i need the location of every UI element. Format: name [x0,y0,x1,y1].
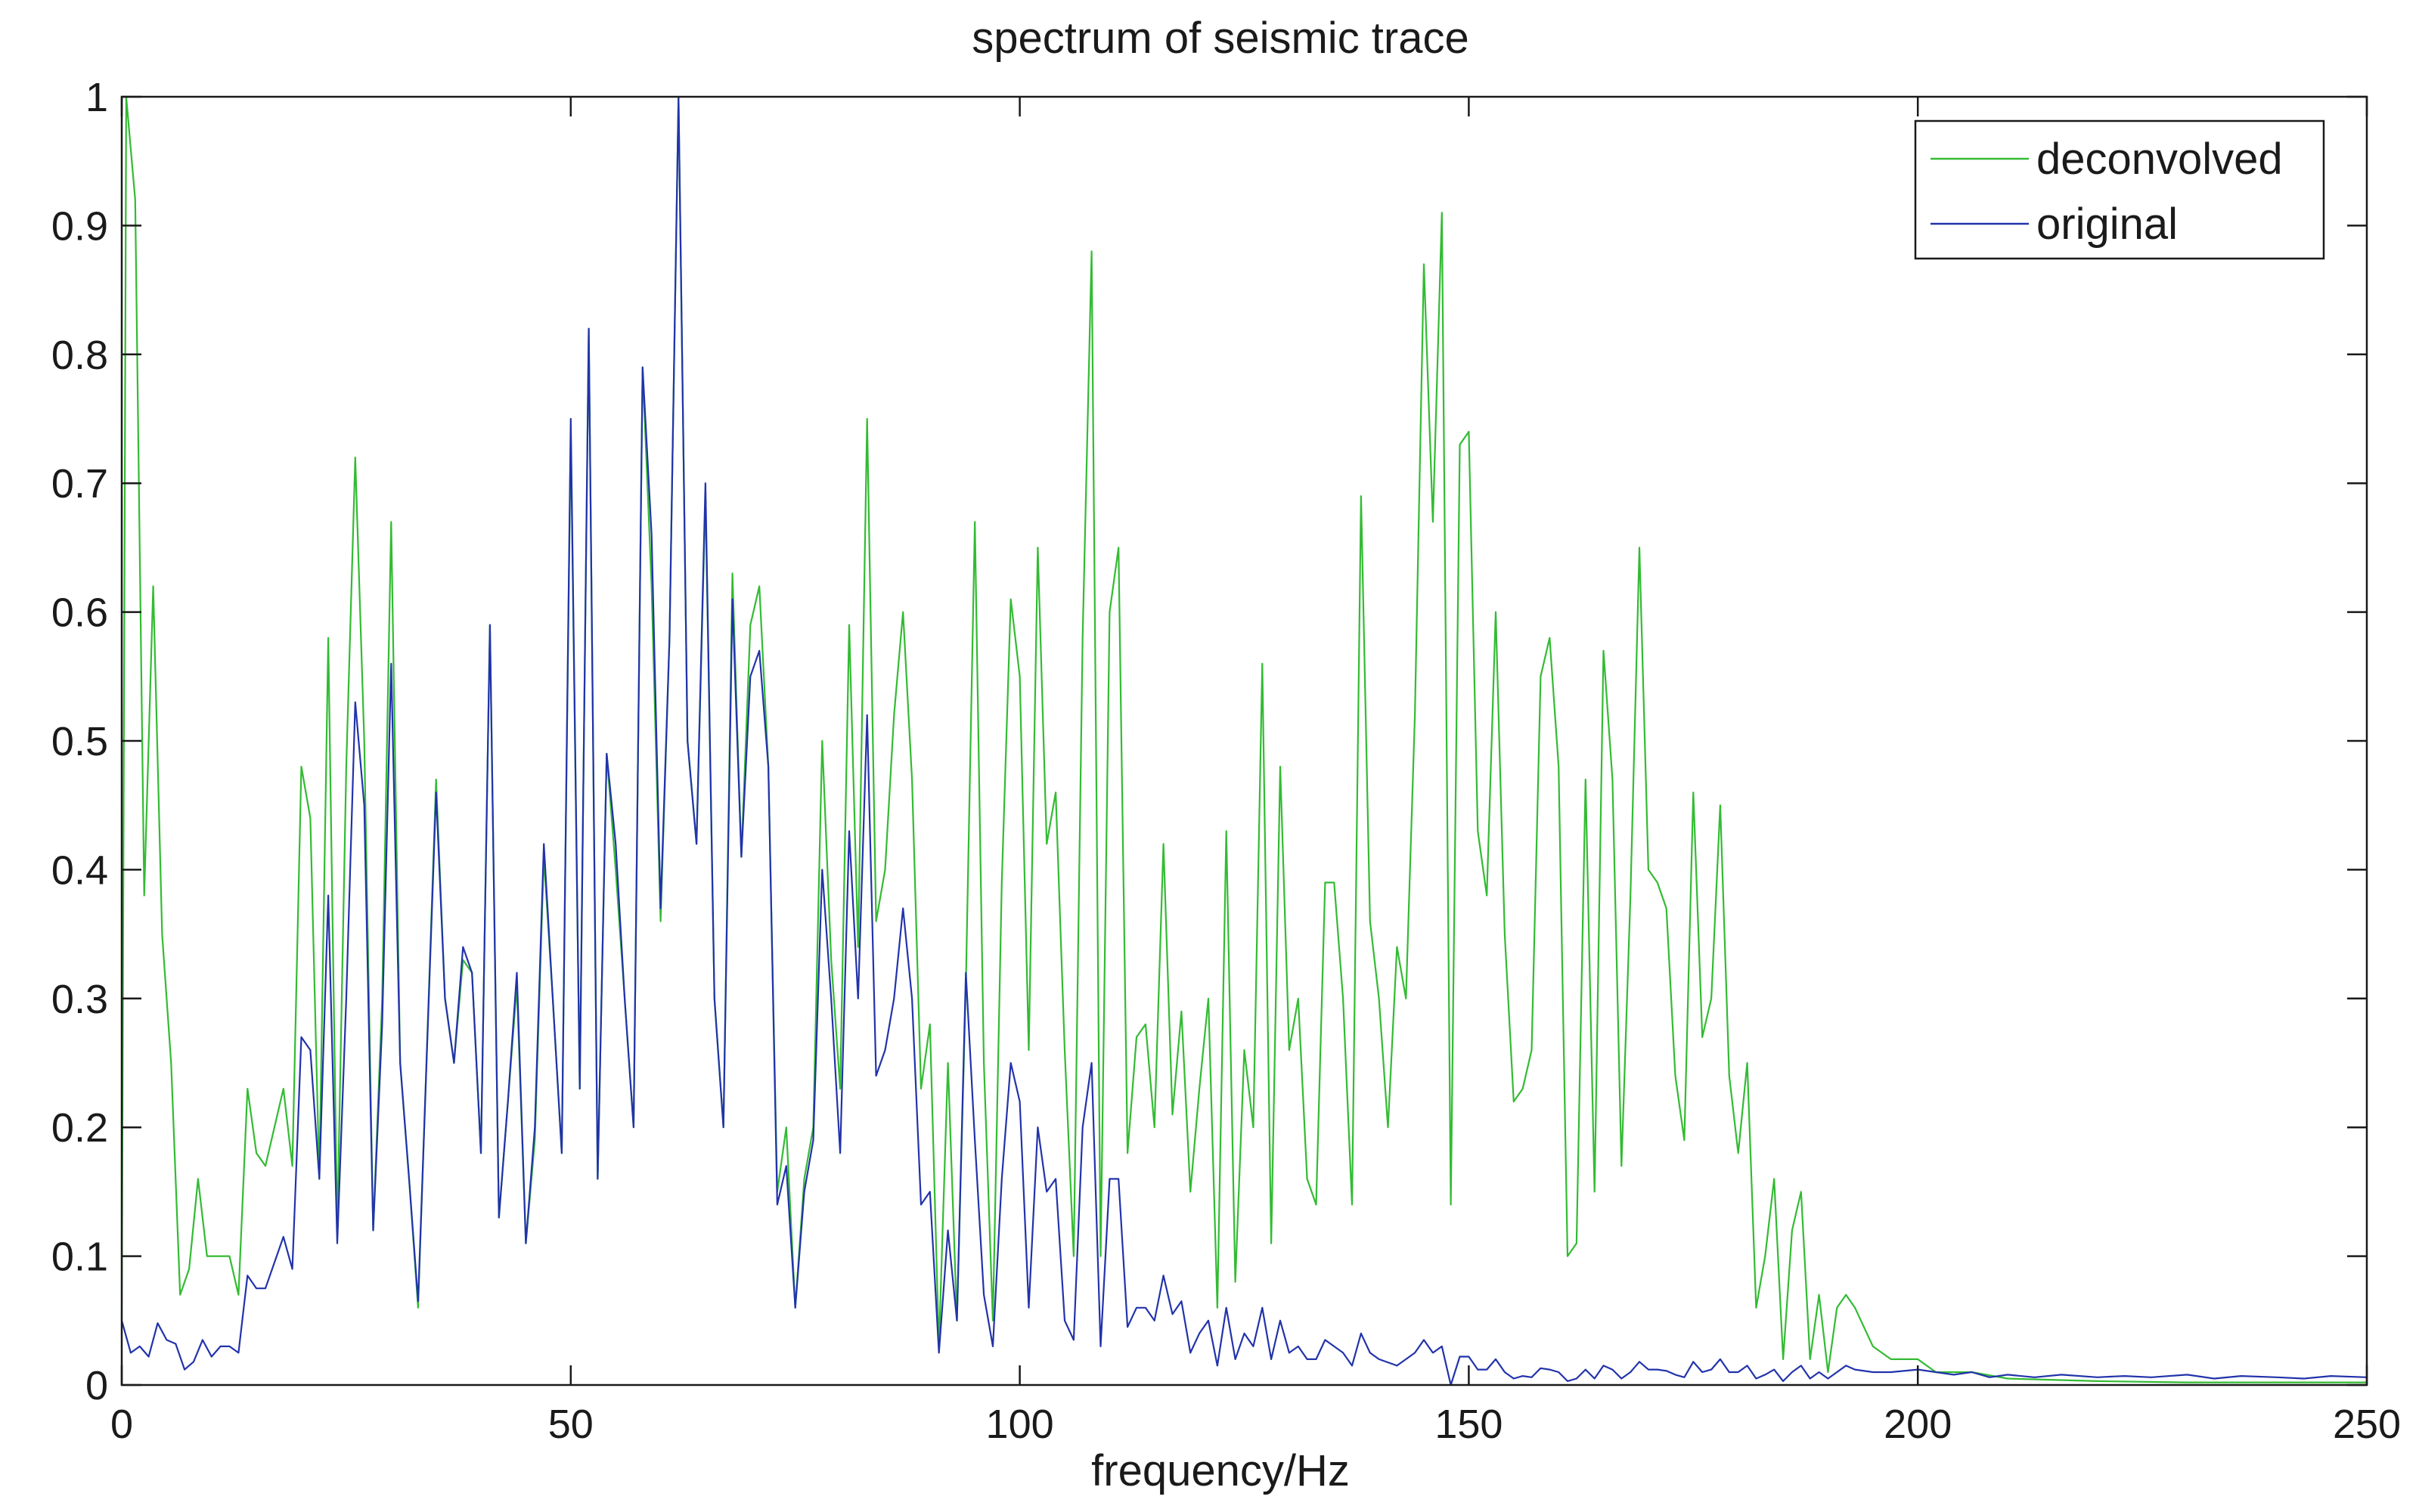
y-tick-labels: 0 0.1 0.2 0.3 0.4 0.5 0.6 0.7 0.8 0.9 1 [51,75,108,1408]
plot-area [122,97,2367,1385]
legend-label-deconvolved: deconvolved [2036,135,2283,184]
y-tick-label: 0.8 [51,333,108,378]
x-tick-label: 200 [1884,1402,1952,1447]
y-tick-label: 0.7 [51,461,108,507]
plot-frame [120,95,2368,1387]
y-tick-label: 0.6 [51,590,108,636]
y-tick-label: 0.2 [51,1105,108,1151]
series-line-original [120,95,2368,1387]
series-layer [120,95,2368,1387]
y-tick-label: 1 [85,75,108,120]
y-tick-label: 0 [85,1363,108,1408]
x-tick-label: 150 [1434,1402,1503,1447]
legend-box [1914,119,2325,260]
x-tick-labels: 0 50 100 150 200 250 [110,1402,2401,1447]
y-tick-label: 0.3 [51,977,108,1022]
x-tick-label: 0 [110,1402,133,1447]
y-tick-label: 0.5 [51,719,108,764]
legend-label-original: original [2036,200,2178,249]
chart-title: spectrum of seismic trace [972,14,1469,63]
y-tick-label: 0.9 [51,203,108,249]
x-tick-label: 250 [2333,1402,2401,1447]
legend: deconvolved original [1914,119,2325,260]
x-tick-label: 50 [548,1402,594,1447]
x-tick-label: 100 [986,1402,1054,1447]
x-axis-label: frequency/Hz [1091,1446,1350,1495]
y-tick-label: 0.1 [51,1235,108,1280]
y-tick-label: 0.4 [51,847,108,893]
